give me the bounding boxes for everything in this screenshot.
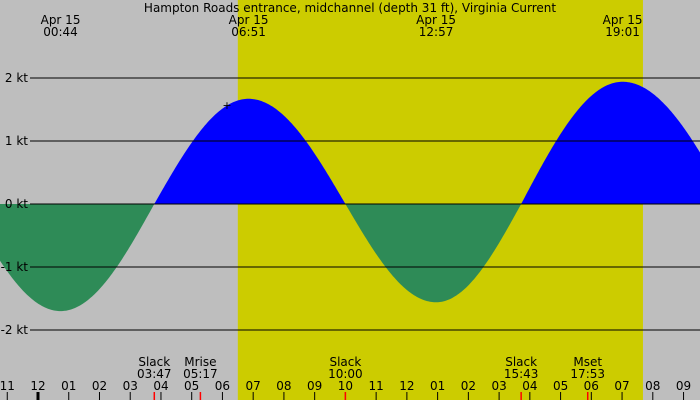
event-label: Slack (329, 355, 361, 369)
extreme-time: 12:57 (419, 25, 454, 39)
event-label: Mrise (184, 355, 216, 369)
event-label: Slack (505, 355, 537, 369)
event-time: 03:47 (137, 367, 172, 381)
x-tick-label: 09 (676, 379, 691, 393)
y-tick-label: 2 kt (5, 71, 28, 85)
event-time: 15:43 (504, 367, 539, 381)
x-tick-label: 05 (553, 379, 568, 393)
x-tick-label: 02 (92, 379, 107, 393)
event-time: 05:17 (183, 367, 218, 381)
event-time: 10:00 (328, 367, 363, 381)
x-tick-label: 12 (30, 379, 45, 393)
x-tick-label: 01 (430, 379, 445, 393)
chart-title: Hampton Roads entrance, midchannel (dept… (144, 1, 556, 15)
plus-marker: + (222, 99, 231, 112)
x-tick-label: 05 (184, 379, 199, 393)
x-tick-label: 07 (246, 379, 261, 393)
x-tick-label: 07 (614, 379, 629, 393)
x-tick-label: 11 (368, 379, 383, 393)
x-tick-label: 01 (61, 379, 76, 393)
extreme-date: Apr 15 (229, 13, 269, 27)
x-tick-label: 03 (491, 379, 506, 393)
x-tick-label: 04 (522, 379, 537, 393)
x-tick-label: 03 (123, 379, 138, 393)
x-tick-label: 12 (399, 379, 414, 393)
y-tick-label: 1 kt (5, 134, 28, 148)
event-label: Slack (138, 355, 170, 369)
extreme-time: 06:51 (231, 25, 266, 39)
flood-area (0, 81, 700, 204)
x-tick-label: 04 (153, 379, 168, 393)
event-label: Mset (573, 355, 602, 369)
extreme-time: 19:01 (605, 25, 640, 39)
extreme-date: Apr 15 (603, 13, 643, 27)
x-tick-label: 06 (215, 379, 230, 393)
y-tick-label: -1 kt (1, 260, 29, 274)
ebb-area (0, 204, 700, 312)
x-tick-label: 11 (0, 379, 15, 393)
x-tick-label: 10 (338, 379, 353, 393)
x-tick-label: 09 (307, 379, 322, 393)
y-tick-label: 0 kt (5, 197, 28, 211)
x-tick-label: 06 (584, 379, 599, 393)
extreme-time: 00:44 (43, 25, 78, 39)
extreme-date: Apr 15 (41, 13, 81, 27)
x-tick-label: 02 (461, 379, 476, 393)
x-tick-label: 08 (276, 379, 291, 393)
event-time: 17:53 (570, 367, 605, 381)
y-tick-label: -2 kt (1, 323, 29, 337)
extreme-date: Apr 15 (416, 13, 456, 27)
x-tick-label: 08 (645, 379, 660, 393)
